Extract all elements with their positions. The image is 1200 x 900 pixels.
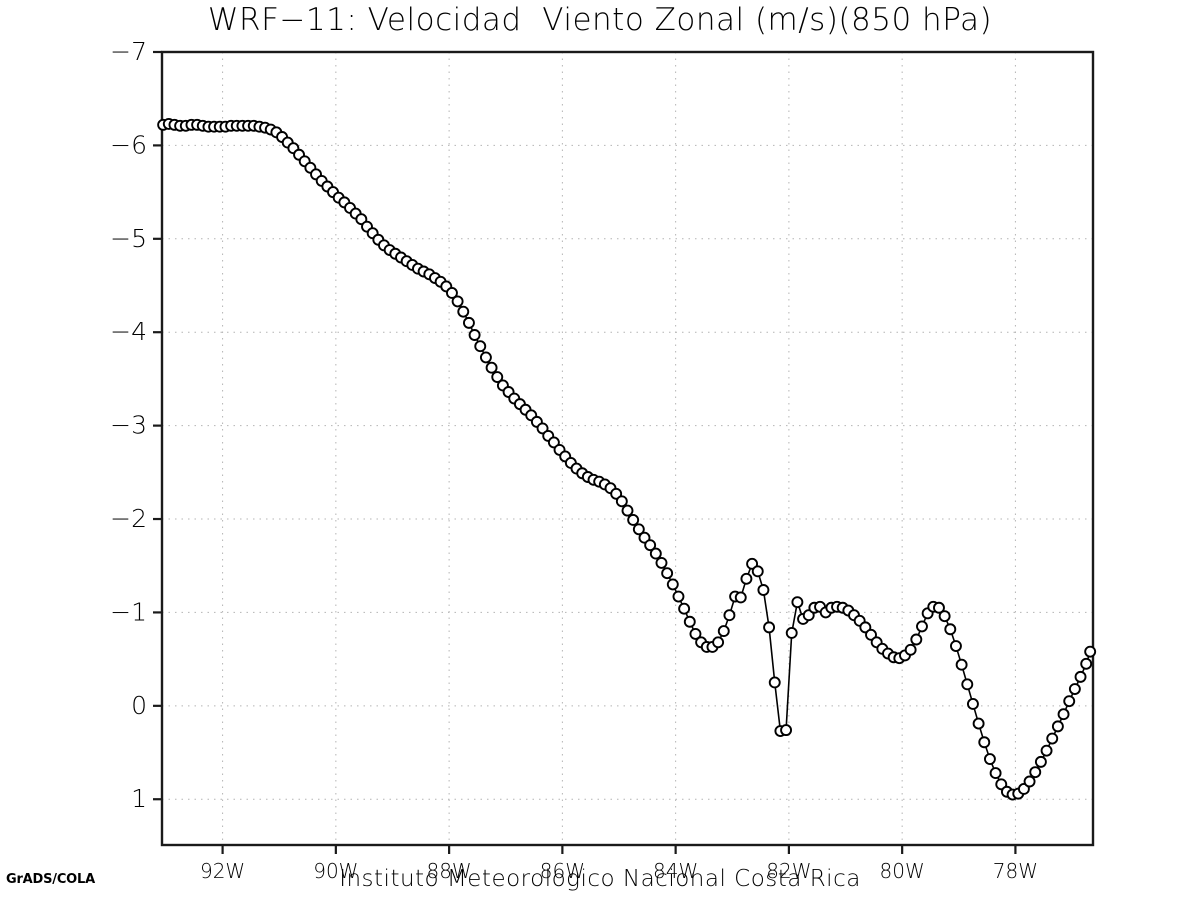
svg-text:−6: −6 (110, 130, 147, 159)
svg-text:82W: 82W (766, 859, 811, 883)
svg-text:−5: −5 (110, 224, 147, 253)
axis-frame (160, 50, 1095, 847)
svg-text:84W: 84W (653, 859, 698, 883)
svg-text:0: 0 (131, 691, 147, 720)
axis-ticks (153, 50, 1017, 854)
svg-text:86W: 86W (540, 859, 585, 883)
svg-text:88W: 88W (426, 859, 471, 883)
grid-lines (162, 51, 1093, 845)
axis-tick-labels: −7 −6 −5 −4 −3 −2 −1 0 1 92W 90W 88W 86W 84W 82W 80W 78W (110, 37, 1038, 883)
svg-text:1: 1 (131, 784, 147, 813)
svg-text:−7: −7 (110, 37, 147, 66)
svg-text:78W: 78W (993, 859, 1038, 883)
svg-text:90W: 90W (313, 859, 358, 883)
svg-text:−2: −2 (110, 504, 147, 533)
svg-text:80W: 80W (880, 859, 925, 883)
svg-text:−1: −1 (110, 597, 147, 626)
credit-institute: Instituto Meteorologico Nacional Costa R… (339, 866, 861, 892)
svg-text:−3: −3 (110, 411, 147, 440)
svg-text:92W: 92W (200, 859, 245, 883)
chart-title: WRF−11: Velocidad Viento Zonal (m/s)(850… (207, 2, 993, 38)
svg-text:−4: −4 (110, 317, 147, 346)
data-series (157, 117, 1097, 801)
credit-grads: GrADS/COLA (6, 872, 95, 887)
